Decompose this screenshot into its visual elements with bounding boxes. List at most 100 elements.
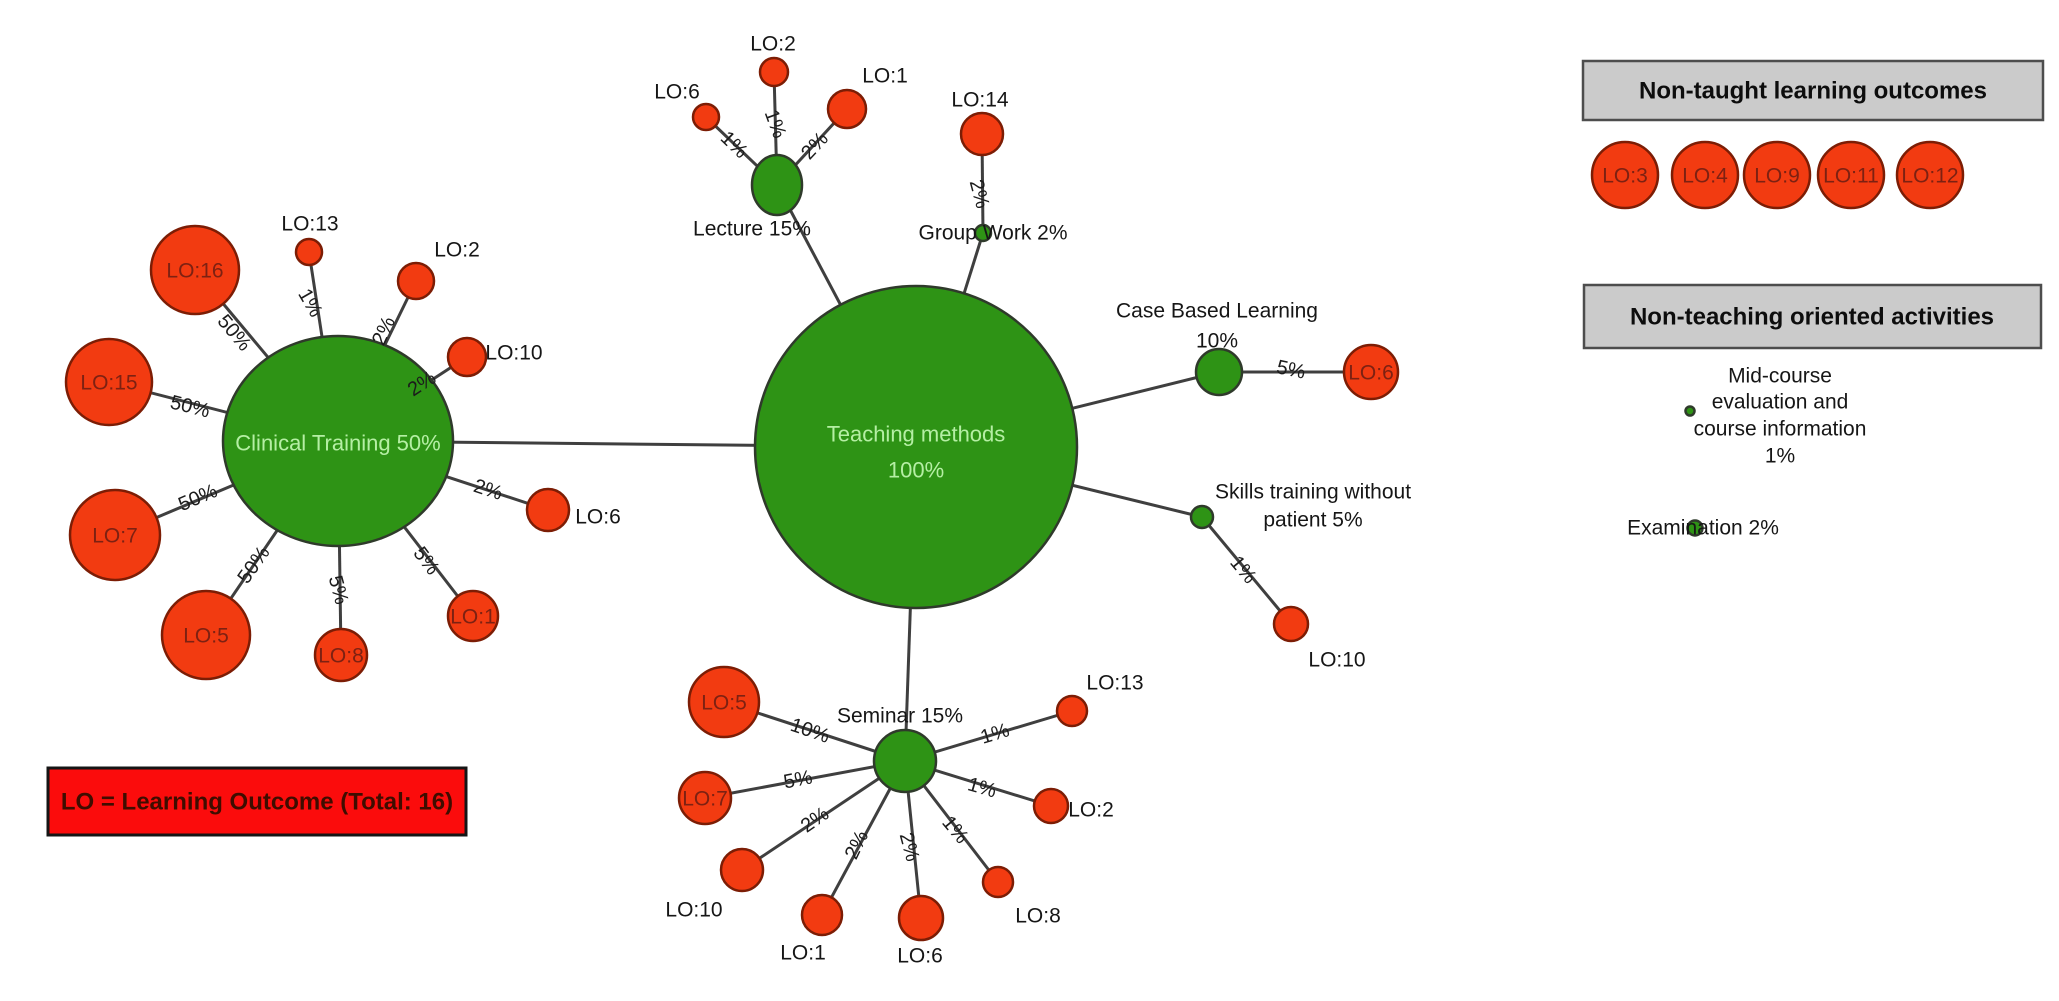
label-skills-training-without-patient: Skills training without [1215,481,1411,504]
label-skills-training-without-patient: patient 5% [1263,509,1362,532]
label-lecture-lo-2: LO:2 [750,33,796,56]
node-seminar-lo-2 [1032,787,1070,825]
non-taught-circles: LO:3 LO:4 LO:9 LO:11 LO:12 [1590,140,1965,210]
node-seminar-lo-13 [1055,694,1089,728]
node-skills-training-without-patient [1189,504,1215,530]
lo-legend-text: LO = Learning Outcome (Total: 16) [61,789,453,816]
node-seminar-lo-10 [719,847,765,893]
label-seminar-lo-10: LO:10 [665,899,722,922]
label-group-work: Group Work 2% [919,222,1068,245]
non-taught-header-box [1581,59,2045,122]
label-case-based-learning-lo-6: LO:6 [1348,362,1394,385]
label-group-work-lo-14: LO:14 [951,89,1009,112]
percent-label-seminar-lo-6: 2% [895,830,924,864]
percent-label-seminar-lo-7: 5% [782,766,815,793]
lo-legend-box [46,766,468,837]
label-seminar-lo-6: LO:6 [897,945,943,968]
node-clinical-training-lo-13 [294,237,324,267]
percent-label-seminar-lo-10: 2% [797,803,833,838]
node-clinical-training-lo-2 [396,261,436,301]
examination-dot [1686,519,1704,537]
label-seminar-lo-8: LO:8 [1015,905,1061,928]
label-seminar-lo-2: LO:2 [1068,799,1114,822]
node-case-based-learning-lo-6 [1342,343,1400,401]
node-case-based-learning [1194,347,1244,397]
label-non-taught-lo-11: LO:11 [1823,165,1879,188]
percent-label-clinical-training-lo-15: 50% [168,391,212,422]
label-clinical-training-lo-2: LO:2 [434,239,480,262]
panel-non-taught: Non-taught learning outcomes LO:3 LO:4 LO:… [1581,59,2045,210]
edge-seminar-lo-10 [741,759,906,872]
label-seminar: Seminar 15% [837,705,963,728]
label-clinical-training-lo-8: LO:8 [318,645,364,668]
mid-course-evaluation-label: evaluation and [1712,391,1849,414]
percent-label-clinical-training-lo-7: 50% [175,480,221,516]
label-non-taught-lo-12: LO:12 [1901,165,1958,188]
node-lecture-lo-1 [826,88,868,130]
percent-label-clinical-training-lo-13: 1% [293,285,327,321]
mid-course-evaluation-dot [1684,405,1696,417]
node-clinical-training-lo-15 [64,337,154,427]
non-teaching-items: Mid-course evaluation and course informati… [1627,365,1866,540]
node-lecture-lo-6 [691,102,721,132]
node-clinical-training-lo-8 [313,627,369,683]
percent-label-clinical-training-lo-6: 2% [471,475,505,505]
mid-course-evaluation-label: course information [1694,418,1867,441]
node-seminar-lo-6 [897,894,945,942]
label-non-taught-lo-9: LO:9 [1754,165,1800,188]
node-group-work-lo-14 [959,111,1005,157]
node-clinical-training-lo-6 [525,487,571,533]
percent-label-group-work-lo-14: 2% [965,177,994,211]
node-non-taught-lo-12 [1895,140,1965,210]
node-clinical-training-lo-16 [149,224,241,316]
label-lecture: Lecture 15% [693,218,811,241]
percent-label-clinical-training-lo-8: 5% [324,573,353,607]
label-non-taught-lo-4: LO:4 [1682,165,1728,188]
label-case-based-learning: 10% [1196,330,1238,353]
node-lecture-lo-2 [758,56,790,88]
percent-label-seminar-lo-5: 10% [787,714,832,748]
label-clinical-training-lo-10: LO:10 [485,342,542,365]
node-lecture [750,153,804,217]
label-clinical-training-lo-15: LO:15 [80,372,137,395]
label-seminar-lo-1: LO:1 [780,942,826,965]
panel-non-teaching: Non-teaching oriented activities Mid-cou… [1582,283,2043,540]
percent-label-clinical-training-lo-16: 50% [213,311,256,356]
percent-label-lecture-lo-2: 1% [760,107,791,142]
label-clinical-training-lo-6: LO:6 [575,506,621,529]
label-non-taught-lo-3: LO:3 [1602,165,1648,188]
nodes-layer [64,56,1400,942]
examination-label: Examination 2% [1627,517,1779,540]
node-clinical-training-lo-10 [446,336,488,378]
node-non-taught-lo-9 [1742,140,1812,210]
label-teaching-methods: 100% [888,458,944,483]
node-clinical-training-lo-7 [68,488,162,582]
node-clinical-training-lo-5 [160,589,252,681]
label-lecture-lo-1: LO:1 [862,65,908,88]
mid-course-evaluation-label: Mid-course [1728,365,1832,388]
node-seminar-lo-5 [687,665,761,739]
edge-skills-training-without-patient-lo-10 [1200,516,1293,625]
node-clinical-training-lo-1 [446,589,500,643]
node-seminar [872,728,938,794]
non-teaching-header-title: Non-teaching oriented activities [1630,304,1994,331]
percent-label-seminar-lo-1: 2% [841,827,874,863]
non-taught-header-title: Non-taught learning outcomes [1639,78,1987,105]
label-seminar-lo-13: LO:13 [1086,672,1143,695]
percent-label-clinical-training-lo-1: 5% [409,543,444,579]
node-seminar-lo-1 [800,893,844,937]
percent-label-case-based-learning-lo-6: 5% [1275,356,1308,384]
mid-course-evaluation-label: 1% [1765,445,1795,468]
lo-legend: LO = Learning Outcome (Total: 16) [46,766,468,837]
label-clinical-training-lo-5: LO:5 [183,625,229,648]
non-teaching-header-box [1582,283,2043,350]
percent-label-clinical-training-lo-5: 50% [234,542,275,588]
label-seminar-lo-5: LO:5 [701,692,747,715]
label-seminar-lo-7: LO:7 [682,788,728,811]
label-clinical-training: Clinical Training 50% [235,431,440,456]
label-teaching-methods: Teaching methods [827,422,1006,447]
edge-seminar-lo-7 [704,759,906,800]
label-clinical-training-lo-13: LO:13 [281,213,338,236]
